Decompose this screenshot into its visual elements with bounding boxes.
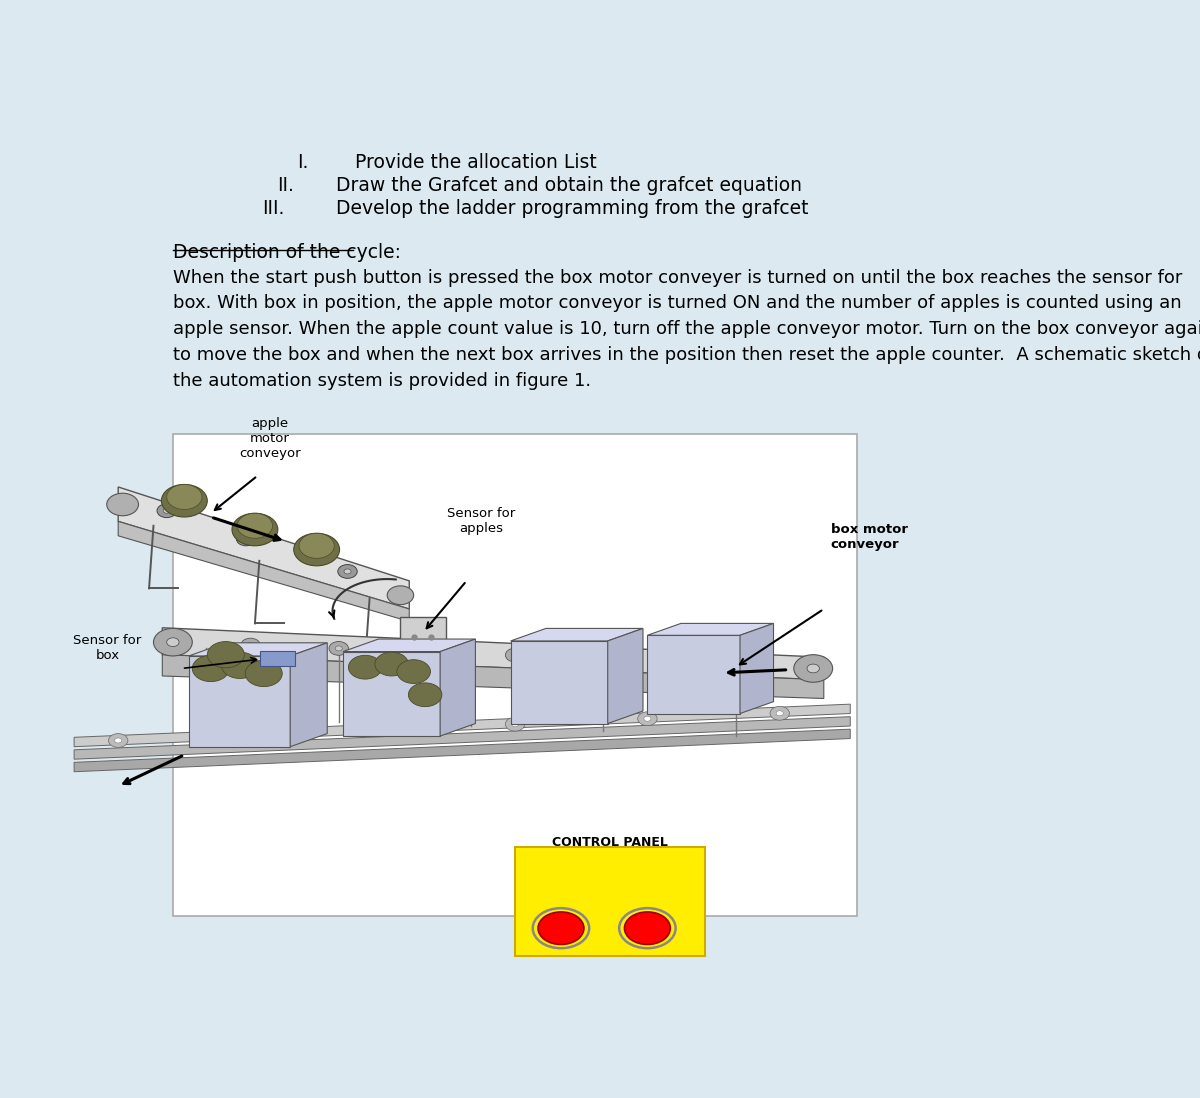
Circle shape [238, 513, 272, 538]
Polygon shape [343, 651, 440, 736]
Text: Draw the Grafcet and obtain the grafcet equation: Draw the Grafcet and obtain the grafcet … [336, 176, 802, 194]
Circle shape [299, 534, 335, 558]
Circle shape [511, 652, 518, 658]
FancyBboxPatch shape [515, 847, 704, 956]
Circle shape [538, 912, 584, 944]
Polygon shape [648, 624, 774, 636]
Circle shape [505, 717, 524, 731]
Text: I.: I. [296, 153, 308, 172]
Polygon shape [290, 642, 328, 747]
Text: box motor
conveyor: box motor conveyor [830, 524, 908, 551]
Polygon shape [511, 628, 643, 641]
Text: Description of the cycle:: Description of the cycle: [173, 244, 401, 262]
Circle shape [682, 654, 701, 669]
Circle shape [418, 645, 437, 659]
Circle shape [408, 683, 442, 707]
Circle shape [344, 569, 352, 574]
Circle shape [241, 638, 260, 652]
Circle shape [374, 652, 408, 676]
Circle shape [335, 646, 342, 651]
FancyBboxPatch shape [401, 617, 446, 656]
Circle shape [157, 504, 176, 517]
Circle shape [379, 727, 386, 732]
Circle shape [688, 659, 695, 664]
Circle shape [505, 648, 524, 662]
Circle shape [163, 508, 170, 513]
Circle shape [594, 651, 613, 665]
Circle shape [236, 533, 256, 546]
Circle shape [758, 662, 766, 666]
Polygon shape [162, 654, 824, 698]
Circle shape [167, 484, 202, 509]
Text: When the start push button is pressed the box motor conveyer is turned on until : When the start push button is pressed th… [173, 269, 1200, 390]
Circle shape [348, 656, 382, 679]
Polygon shape [188, 642, 328, 656]
Polygon shape [162, 628, 824, 680]
Text: STOP: STOP [631, 897, 664, 908]
Text: Provide the allocation List: Provide the allocation List [355, 153, 596, 172]
Polygon shape [740, 624, 774, 714]
Polygon shape [118, 522, 409, 621]
Circle shape [107, 493, 138, 516]
Circle shape [154, 628, 192, 656]
Polygon shape [74, 717, 851, 759]
Polygon shape [74, 729, 851, 772]
Circle shape [752, 658, 772, 671]
Polygon shape [74, 704, 851, 747]
Circle shape [338, 564, 358, 579]
Circle shape [108, 733, 128, 748]
Text: Develop the ladder programming from the grafcet: Develop the ladder programming from the … [336, 199, 809, 217]
Circle shape [329, 641, 348, 656]
Text: Sensor for
apples: Sensor for apples [448, 507, 516, 535]
Circle shape [192, 656, 229, 682]
Circle shape [770, 706, 790, 720]
Polygon shape [648, 636, 740, 714]
Text: CONTROL PANEL: CONTROL PANEL [552, 836, 668, 849]
Circle shape [794, 654, 833, 682]
Text: III.: III. [263, 199, 284, 217]
FancyBboxPatch shape [260, 651, 295, 666]
Circle shape [242, 537, 250, 541]
Circle shape [294, 534, 340, 565]
Polygon shape [511, 641, 607, 724]
Circle shape [232, 513, 278, 546]
Polygon shape [188, 656, 290, 747]
Circle shape [424, 649, 431, 654]
Polygon shape [607, 628, 643, 724]
Circle shape [373, 722, 392, 737]
Circle shape [808, 664, 820, 673]
Circle shape [624, 912, 671, 944]
Circle shape [208, 641, 245, 668]
Circle shape [776, 710, 784, 716]
Polygon shape [440, 639, 475, 736]
Circle shape [637, 712, 658, 726]
Circle shape [600, 656, 607, 661]
Circle shape [162, 484, 208, 517]
Text: START: START [541, 897, 581, 908]
Circle shape [115, 738, 121, 743]
Polygon shape [343, 639, 475, 651]
Circle shape [167, 638, 179, 647]
Text: apple
motor
conveyor: apple motor conveyor [239, 417, 301, 460]
Polygon shape [118, 488, 409, 609]
Circle shape [247, 732, 254, 738]
Circle shape [397, 660, 431, 683]
Text: Sensor for
box: Sensor for box [73, 635, 142, 662]
Circle shape [221, 652, 258, 679]
Circle shape [644, 716, 650, 721]
Text: II.: II. [277, 176, 294, 194]
Circle shape [245, 660, 282, 686]
Circle shape [511, 721, 518, 727]
Circle shape [247, 642, 254, 648]
FancyBboxPatch shape [173, 435, 857, 917]
Circle shape [388, 586, 414, 605]
Circle shape [241, 728, 260, 742]
